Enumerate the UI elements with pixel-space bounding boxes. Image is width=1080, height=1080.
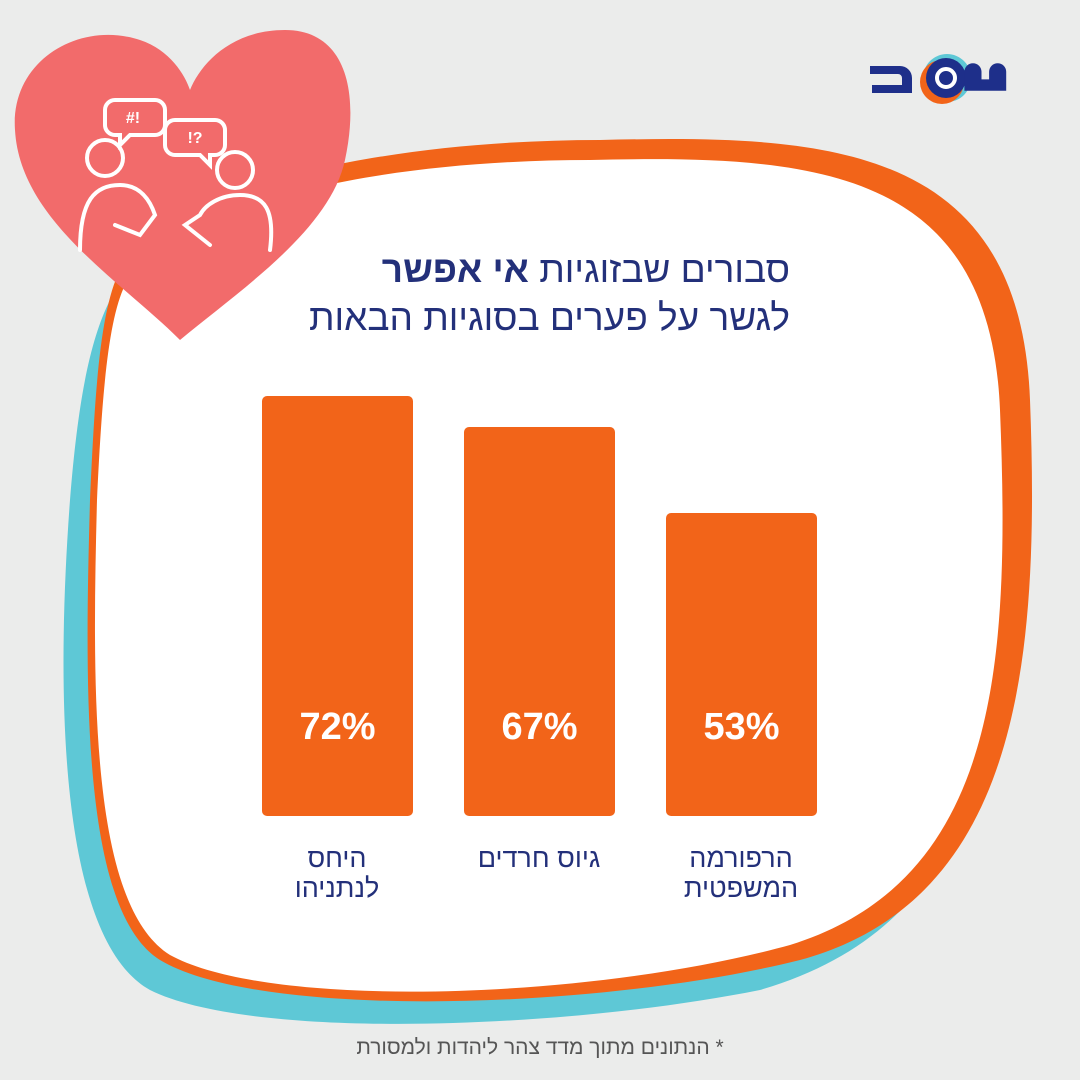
heart-illustration: #! !? <box>14 30 351 340</box>
category-label-line: היחס <box>307 843 367 873</box>
value-label: 53% <box>703 706 780 748</box>
value-label: 67% <box>501 706 578 748</box>
category-label: היחס לנתניהו <box>237 843 437 903</box>
category-label-line: לנתניהו <box>294 873 380 903</box>
heart-icon <box>14 30 351 340</box>
arguing-couple-icon <box>78 98 274 252</box>
category-label-line: הרפורמה <box>689 843 793 873</box>
chart-title: סבורים שבזוגיות אי אפשר לגשר על פערים בס… <box>190 246 790 342</box>
category-label: הרפורמה המשפטית <box>641 843 841 903</box>
title-line1-bold: אי אפשר <box>381 249 529 290</box>
bar-1 <box>464 427 615 816</box>
category-label-line: המשפטית <box>683 873 799 903</box>
svg-text:#!: #! <box>126 110 140 127</box>
footnote: * הנתונים מתוך מדד צהר ליהדות ולמסורת <box>356 1036 724 1059</box>
title-line2: לגשר על פערים בסוגיות הבאות <box>308 297 790 338</box>
svg-text:!?: !? <box>187 130 202 147</box>
bar-0 <box>262 396 413 816</box>
bar-2 <box>666 512 817 816</box>
category-label: גיוס חרדים <box>439 843 639 873</box>
value-label: 72% <box>299 706 376 748</box>
title-line1-regular: סבורים שבזוגיות <box>539 249 790 290</box>
logo <box>870 54 1007 104</box>
category-label-line: גיוס חרדים <box>477 843 601 873</box>
